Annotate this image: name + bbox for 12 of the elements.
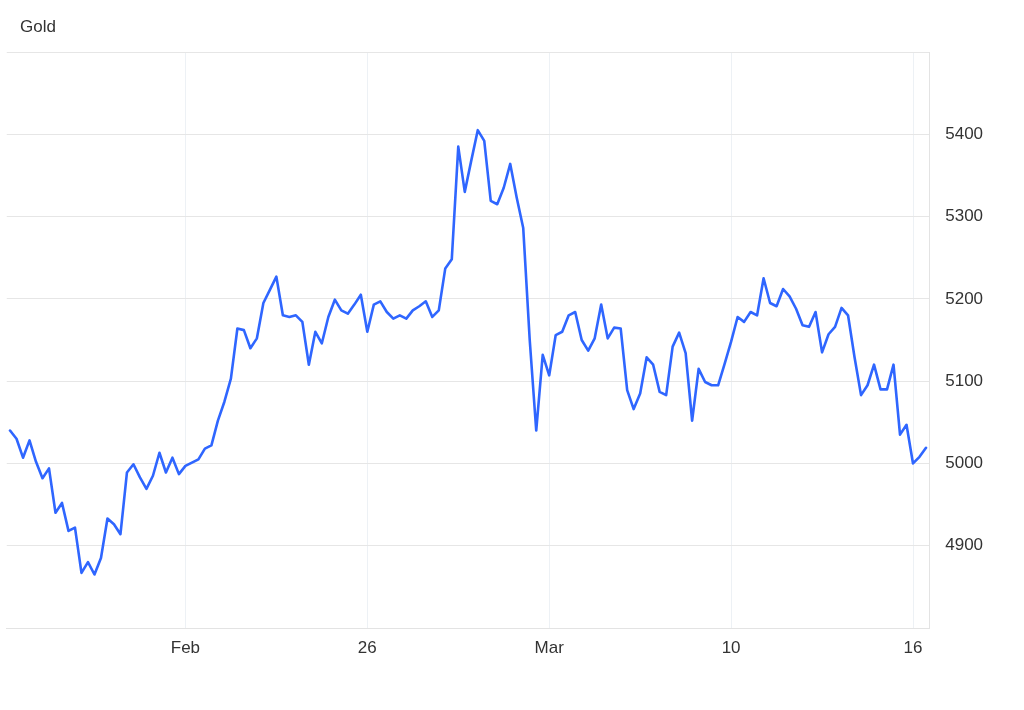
y-tick-label: 5300	[945, 206, 984, 226]
x-tick-label: 16	[903, 637, 923, 657]
x-tick-label: 26	[357, 637, 377, 657]
y-tick-label: 5200	[945, 288, 984, 308]
y-tick-label: 5100	[945, 370, 984, 390]
x-tick-label: Mar	[534, 637, 565, 657]
y-tick-label: 5000	[945, 453, 984, 473]
y-tick-label: 4900	[945, 535, 984, 555]
y-tick-label: 5400	[945, 123, 984, 143]
x-tick-label: Feb	[170, 637, 201, 657]
x-tick-label: 10	[721, 637, 741, 657]
chart-title: Gold	[20, 16, 56, 38]
